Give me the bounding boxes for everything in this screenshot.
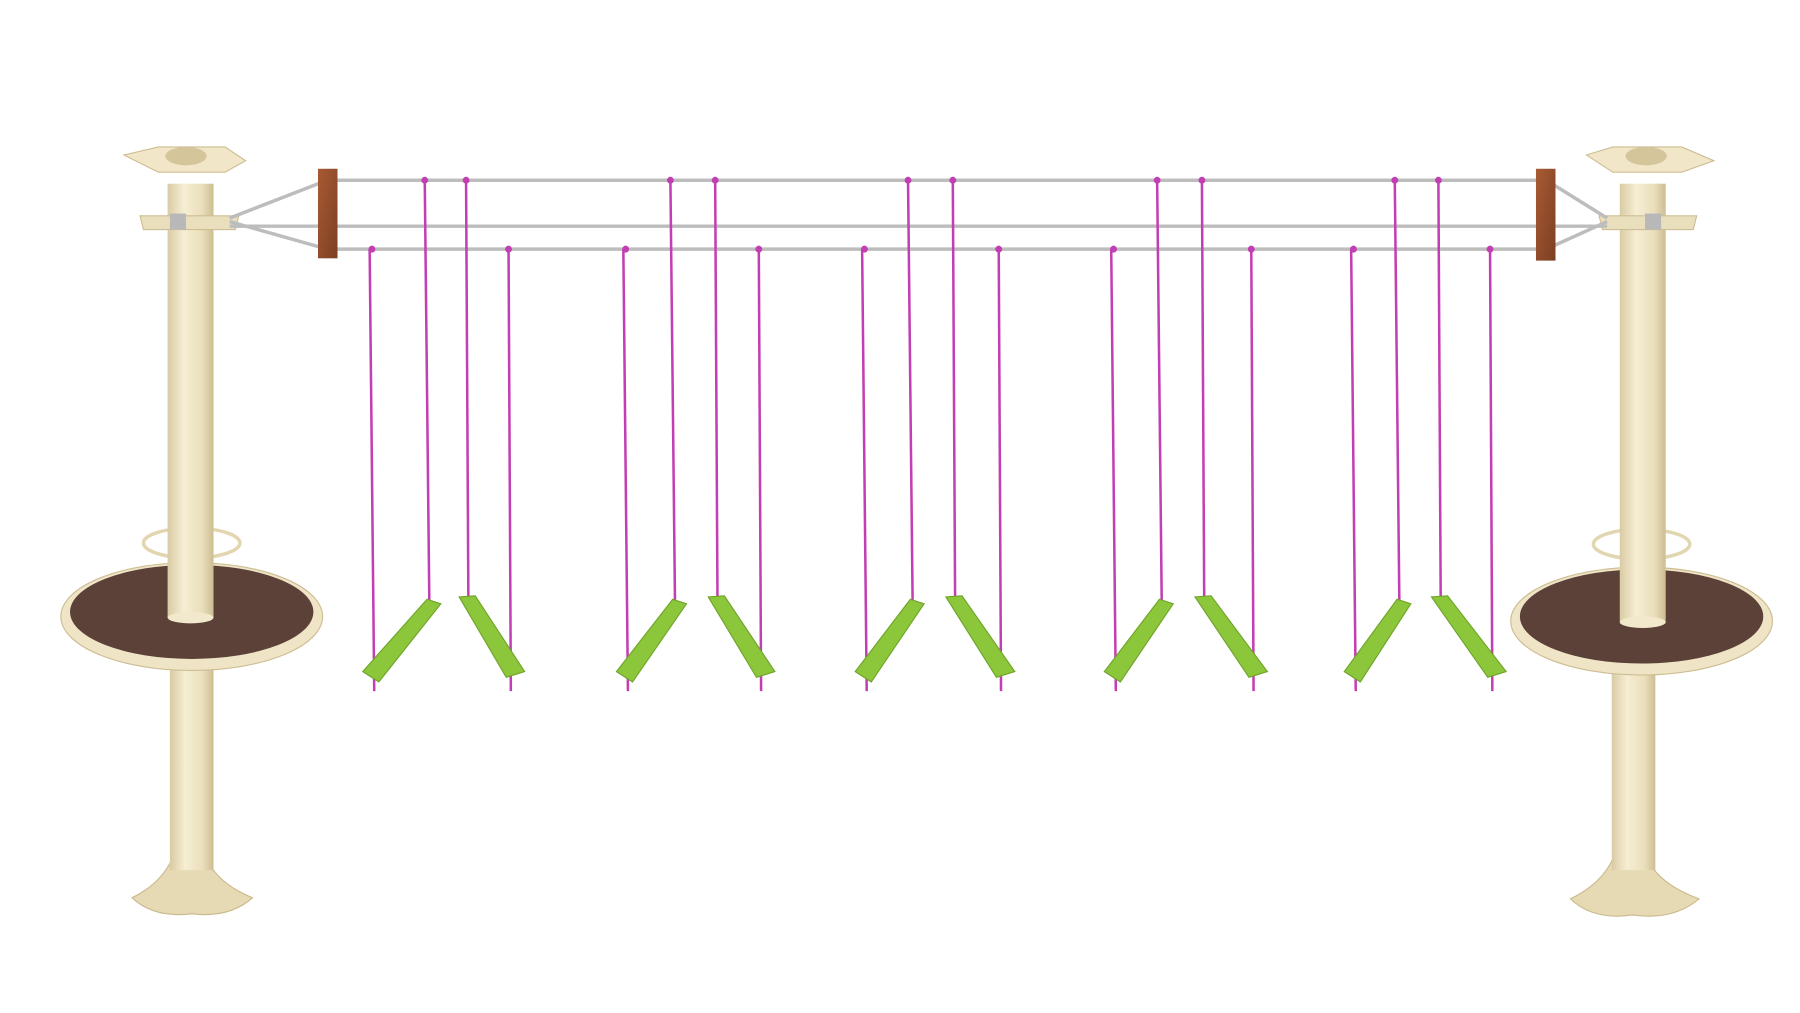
clamp — [169, 213, 186, 230]
rope-knot — [860, 245, 868, 253]
rope — [423, 180, 431, 603]
plank — [944, 595, 1016, 678]
rope — [1250, 249, 1255, 692]
pole-upper — [1619, 183, 1666, 623]
right-tower — [1510, 146, 1774, 917]
rope — [951, 180, 957, 600]
rope-knot — [1153, 176, 1161, 184]
rope-knot — [1110, 245, 1117, 253]
rope — [860, 249, 868, 692]
pole-collar — [1619, 616, 1666, 628]
rope — [669, 180, 677, 603]
clamp — [1645, 213, 1662, 230]
tension-cable — [1545, 178, 1609, 251]
rope — [1109, 249, 1118, 692]
left-tower — [60, 146, 324, 916]
rope-knot — [666, 176, 674, 184]
pole-base — [131, 858, 254, 916]
top-hole — [1625, 146, 1667, 166]
plank — [1193, 595, 1269, 678]
rope-knot — [904, 176, 912, 184]
rope-knot — [1198, 176, 1206, 184]
rope-knot — [368, 245, 376, 253]
plank — [854, 598, 926, 683]
rope — [1200, 180, 1206, 600]
rope-knot — [421, 176, 429, 184]
rope — [906, 180, 914, 603]
plank — [1430, 595, 1508, 678]
plank — [615, 598, 688, 683]
plank — [458, 595, 526, 679]
rope-knot — [505, 245, 512, 253]
plank — [1103, 598, 1175, 683]
pole-base — [1569, 858, 1701, 917]
pole-upper — [167, 183, 214, 618]
pole-lower — [169, 665, 214, 871]
rope — [622, 249, 630, 692]
rope — [1393, 180, 1401, 603]
top-hole — [165, 146, 207, 166]
plank — [1343, 598, 1412, 683]
rope — [1155, 180, 1163, 603]
rope — [1349, 249, 1358, 692]
plank — [361, 598, 442, 683]
rope — [368, 249, 376, 692]
rope-knot — [755, 245, 763, 253]
anchor-plate — [1535, 168, 1556, 261]
tension-cable — [228, 178, 328, 251]
rope — [713, 180, 719, 600]
cables — [228, 178, 1609, 251]
pole-collar — [167, 611, 214, 624]
rope-knot — [1350, 245, 1357, 253]
anchor-plate — [317, 168, 338, 259]
rope-knot — [711, 176, 719, 184]
rope-knot — [1434, 176, 1442, 184]
rope-knot — [949, 176, 957, 184]
rope — [1437, 180, 1442, 600]
swings — [361, 176, 1508, 692]
rope-knot — [622, 245, 630, 253]
rope-knot — [995, 245, 1003, 253]
rope — [757, 249, 763, 692]
rope-knot — [1391, 176, 1399, 184]
cable-flange — [139, 215, 240, 231]
rope-knot — [462, 176, 470, 184]
rope-knot — [1247, 245, 1255, 253]
rope — [1488, 249, 1494, 692]
pole-lower — [1611, 665, 1656, 871]
rope — [997, 249, 1003, 692]
rope-knot — [1486, 245, 1494, 253]
rope — [464, 180, 470, 600]
rope — [507, 249, 513, 692]
plank — [707, 595, 776, 678]
